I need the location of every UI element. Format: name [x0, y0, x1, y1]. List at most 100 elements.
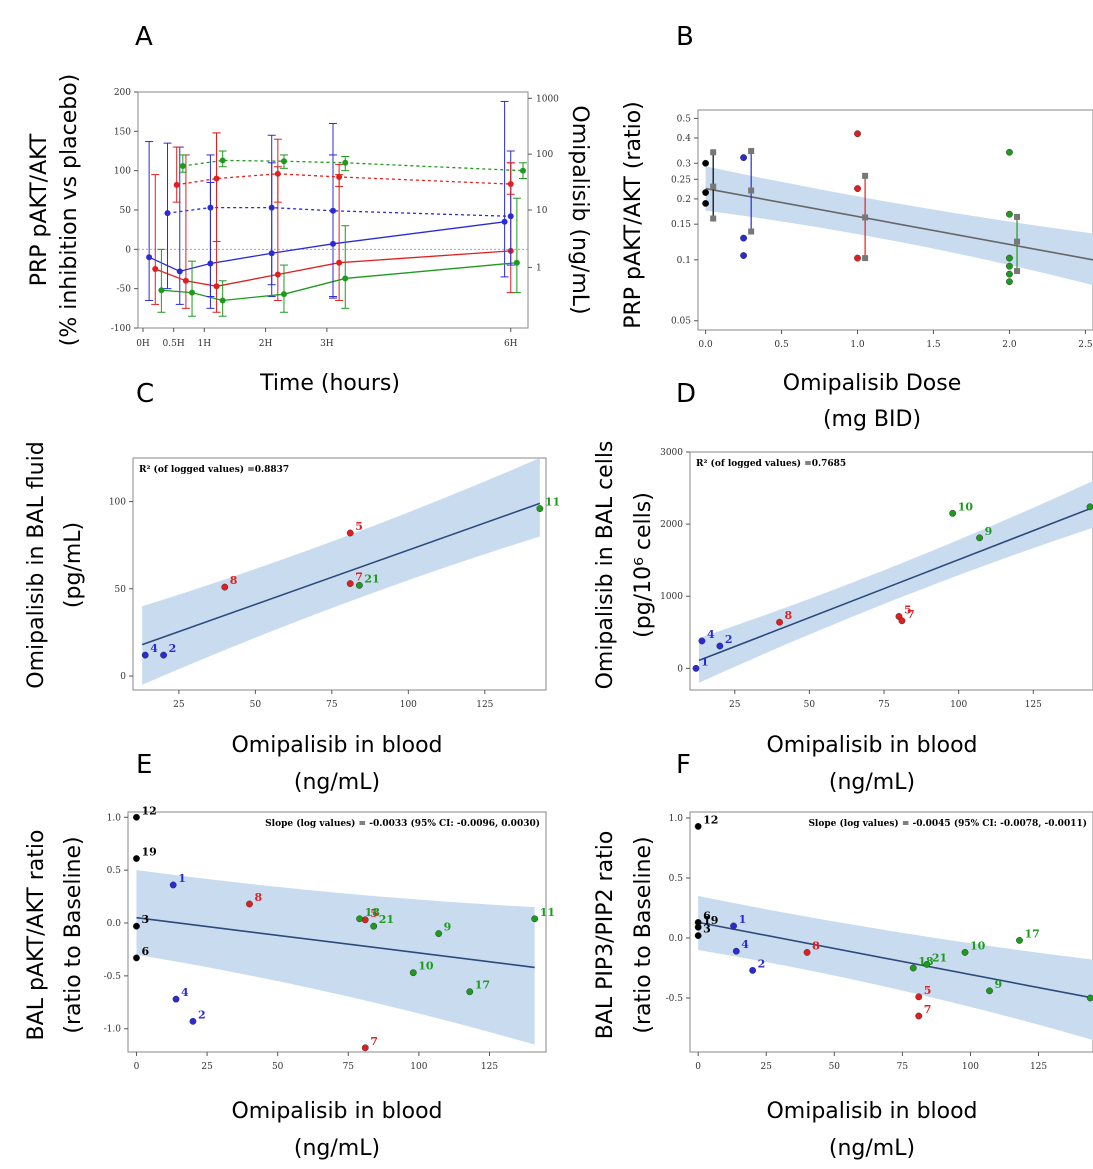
point-label: 9 [995, 978, 1003, 991]
panel-label-a: A [135, 22, 153, 52]
data-point [189, 1017, 197, 1025]
point-label: 8 [812, 939, 820, 952]
y-axis-label: PRP pAKT/AKT (ratio) [621, 101, 646, 329]
point-label: 21 [364, 572, 379, 585]
x-tick-label: 125 [1025, 700, 1042, 710]
confidence-band [136, 870, 535, 1045]
data-point [189, 289, 196, 296]
x-tick-label: 0.5 [774, 340, 789, 350]
x-tick-label: 25 [201, 1062, 213, 1072]
point-label: 3 [703, 923, 711, 936]
point-label: 1 [701, 655, 709, 668]
data-point [342, 159, 349, 166]
data-point [854, 254, 861, 262]
y-tick-label: 0.5 [677, 114, 692, 124]
x-tick-label: 75 [878, 700, 890, 710]
data-point [133, 954, 140, 962]
x-tick-label: 50 [829, 1062, 841, 1072]
point-label: 8 [230, 574, 238, 587]
x-tick-label: 0 [695, 1062, 701, 1072]
x-tick-label: 75 [343, 1062, 355, 1072]
y-tick-label: 0.5 [669, 874, 684, 884]
x-tick-label: 100 [410, 1062, 427, 1072]
data-point [986, 987, 993, 995]
series-line [161, 262, 517, 302]
data-point [520, 167, 526, 174]
data-point [172, 995, 180, 1003]
y-tick-label: 50 [120, 206, 132, 216]
x-tick-label: 50 [250, 700, 262, 710]
range-marker [862, 172, 869, 179]
y-tick-label: 150 [114, 127, 131, 137]
panel-label-c: C [136, 379, 154, 409]
x-tick-label: 100 [950, 700, 967, 710]
range-marker [1014, 213, 1021, 220]
data-point [221, 583, 229, 591]
data-point [435, 930, 443, 937]
data-point [749, 967, 757, 974]
data-point [164, 210, 171, 217]
point-label: 2 [198, 1008, 206, 1021]
data-point [146, 254, 153, 261]
data-point [803, 949, 811, 956]
stat-annotation: R² (of logged values) =0.7685 [696, 458, 846, 469]
data-point [356, 915, 363, 923]
point-label: 5 [355, 520, 363, 533]
y-axis-label-2: (pg/10⁶ cells) [631, 492, 656, 638]
range-marker [748, 187, 755, 194]
point-label: 4 [150, 642, 158, 655]
data-point [342, 275, 349, 282]
x-axis-label: Omipalisib in blood [231, 733, 442, 758]
data-point [501, 218, 508, 225]
x-tick-label: 100 [962, 1062, 979, 1072]
y-tick-label: 1.0 [669, 814, 684, 824]
y-tick-label: 200 [114, 88, 131, 98]
x-tick-label: 0.0 [698, 340, 713, 350]
data-point [409, 969, 417, 977]
point-label: 6 [141, 945, 149, 958]
range-marker [1014, 238, 1021, 245]
y-tick-label: 0.0 [107, 919, 122, 929]
confidence-band [705, 166, 1093, 286]
series-line [176, 173, 511, 186]
data-point [173, 181, 180, 188]
y-axis-right-label: Omipalisib (ng/mL) [567, 105, 592, 314]
series-green-dashed [178, 150, 527, 180]
x-tick-label: 1.5 [926, 340, 941, 350]
x-tick-label: 0 [134, 1062, 140, 1072]
data-point [182, 277, 189, 284]
data-point [336, 173, 343, 180]
range-marker [710, 149, 717, 156]
point-label: 12 [141, 804, 156, 817]
x-tick-label: 125 [1030, 1062, 1047, 1072]
data-point [1006, 148, 1013, 156]
data-point [854, 130, 861, 138]
y-tick-label: 0.05 [671, 317, 691, 327]
regression-line [141, 502, 541, 646]
point-label: 9 [444, 921, 452, 934]
y-tick-label: -100 [111, 324, 131, 334]
point-label: 8 [254, 891, 262, 904]
x-axis-unit: (ng/mL) [829, 770, 915, 795]
point-label: 19 [703, 914, 718, 927]
x-tick-label: 25 [761, 1062, 773, 1072]
data-point [702, 200, 709, 207]
point-label: 1 [739, 913, 747, 926]
data-point [698, 637, 706, 645]
y-axis-label-1: BAL pAKT/AKT ratio [24, 830, 49, 1041]
y-tick-label: 0 [125, 245, 131, 255]
point-label: 5 [370, 907, 378, 920]
y-axis-label-1: BAL PIP3/PIP2 ratio [593, 831, 618, 1040]
data-point [158, 287, 165, 294]
y2-tick-label: 1 [536, 263, 542, 273]
data-point [280, 291, 287, 298]
point-label: 19 [141, 846, 156, 859]
data-point [909, 964, 917, 972]
data-point [133, 855, 140, 862]
confidence-band [698, 480, 1093, 683]
data-point [1006, 210, 1013, 218]
point-label: 7 [907, 608, 915, 621]
data-point [915, 1012, 923, 1020]
point-label: 9 [985, 525, 993, 538]
y-axis-label-1: Omipalisib in BAL fluid [24, 441, 49, 688]
